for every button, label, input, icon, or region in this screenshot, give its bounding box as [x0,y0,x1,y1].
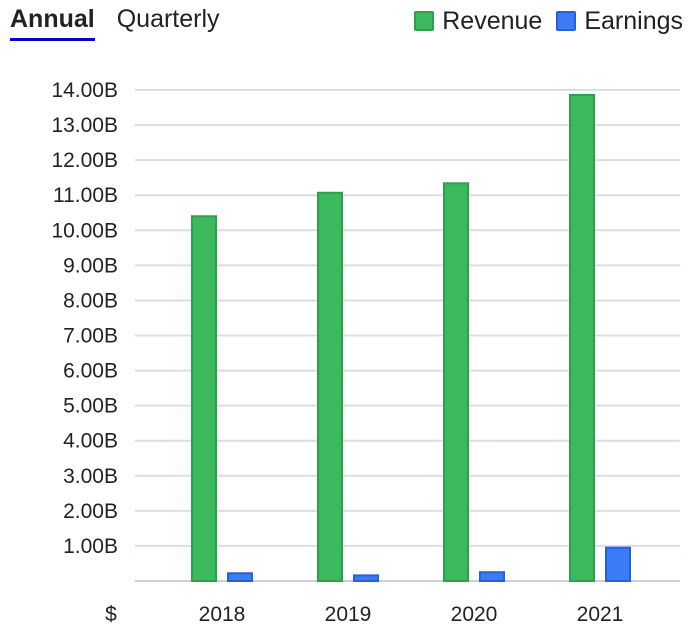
x-tick-label: 2020 [451,603,498,626]
y-tick-label: 11.00B [53,184,118,207]
legend-swatch-revenue [414,11,435,31]
bar-revenue-2019[interactable] [317,191,343,583]
bar-revenue-2021[interactable] [569,93,595,582]
y-tick-label: 3.00B [63,465,118,488]
bars [191,93,631,583]
tab-annual[interactable]: Annual [10,5,95,41]
y-tick-label: 10.00B [51,219,118,242]
tab-quarterly[interactable]: Quarterly [116,4,220,33]
legend-item-earnings: Earnings [556,7,683,36]
chart-legend: Revenue Earnings [400,2,683,40]
y-tick-label: 9.00B [63,254,118,277]
bar-earnings-2020[interactable] [479,571,505,582]
bar-earnings-2021[interactable] [605,546,631,582]
y-tick-label: 14.00B [51,79,118,102]
bar-revenue-2018[interactable] [191,215,217,582]
x-axis-labels: 2018 2019 2020 2021 [199,603,624,626]
x-tick-label: 2019 [325,603,372,626]
y-tick-label: 13.00B [51,114,118,137]
legend-label-earnings: Earnings [584,6,683,35]
y-tick-label: 6.00B [63,360,118,383]
y-tick-label: 7.00B [63,325,118,348]
legend-swatch-earnings [556,11,577,31]
bar-earnings-2018[interactable] [227,572,253,583]
x-tick-label: 2021 [577,603,624,626]
x-tick-label: 2018 [199,603,246,626]
legend-label-revenue: Revenue [442,6,543,35]
period-tabs: Annual Quarterly [10,2,242,41]
bar-revenue-2020[interactable] [443,182,469,582]
y-tick-label: 2.00B [63,500,118,523]
y-tick-label: 5.00B [63,395,118,418]
y-tick-label: 12.00B [51,149,118,172]
legend-item-revenue: Revenue [414,7,542,36]
y-tick-label: 4.00B [63,430,118,453]
y-tick-label: 8.00B [63,289,118,312]
bar-earnings-2019[interactable] [353,574,379,582]
currency-label: $ [105,603,117,626]
y-axis-labels: 1.00B 2.00B 3.00B 4.00B 5.00B 6.00B 7.00B 8.00B… [51,79,118,558]
y-tick-label: 1.00B [63,535,118,558]
